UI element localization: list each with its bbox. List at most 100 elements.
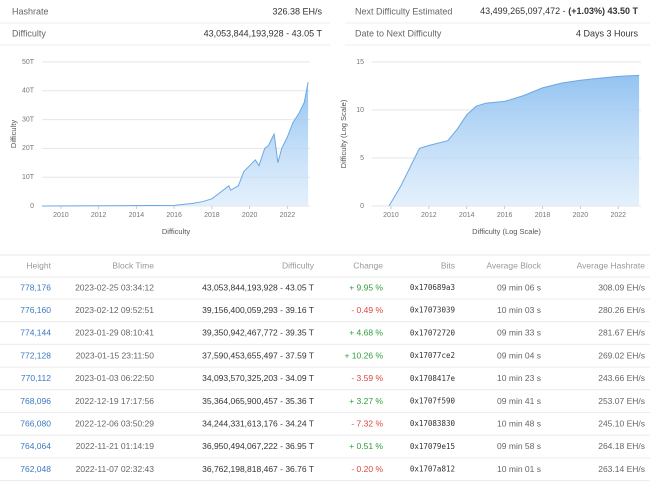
average-hashrate: 253.07 EH/s	[598, 396, 645, 406]
y-tick-label: 5	[360, 155, 364, 162]
y-tick-label: 50T	[22, 59, 35, 66]
change: - 0.20 %	[351, 464, 383, 474]
bits: 0x17073039	[410, 306, 455, 315]
stat-value: 4 Days 3 Hours	[576, 28, 639, 38]
change: + 4.68 %	[349, 328, 383, 338]
average-block: 09 min 04 s	[497, 350, 541, 360]
bits: 0x17072720	[410, 328, 456, 337]
stat-value: 43,499,265,097,472 - (+1.03%) 43.50 T	[480, 6, 638, 16]
change: + 9.95 %	[349, 282, 383, 292]
average-hashrate: 264.18 EH/s	[598, 441, 645, 451]
line	[41, 82, 309, 207]
average-hashrate: 308.09 EH/s	[598, 282, 645, 292]
average-block: 09 min 33 s	[497, 328, 541, 338]
difficulty: 34,093,570,325,203 - 34.09 T	[202, 373, 314, 383]
bits: 0x170689a3	[410, 283, 455, 292]
height-link[interactable]: 764,064	[20, 441, 51, 451]
height-link[interactable]: 776,160	[20, 305, 51, 315]
bits: 0x17077ce2	[410, 351, 455, 360]
height-link[interactable]: 774,144	[20, 328, 51, 338]
y-tick-label: 0	[30, 203, 34, 210]
block-time: 2022-12-19 17:17:56	[75, 396, 154, 406]
average-block: 09 min 41 s	[497, 396, 541, 406]
column-header: Change	[353, 260, 383, 270]
x-tick-label: 2010	[383, 212, 399, 219]
average-block: 09 min 58 s	[497, 441, 541, 451]
difficulty: 36,762,198,818,467 - 36.76 T	[202, 464, 314, 474]
change: + 0.51 %	[349, 441, 383, 451]
difficulty: 36,950,494,067,222 - 36.95 T	[202, 441, 314, 451]
x-tick-label: 2014	[129, 212, 145, 219]
line	[388, 74, 640, 207]
y-axis-title: Difficulty	[9, 120, 18, 148]
average-hashrate: 263.14 EH/s	[598, 464, 645, 474]
difficulty: 34,244,331,613,176 - 34.24 T	[202, 418, 314, 428]
block-time: 2022-12-06 03:50:29	[75, 418, 154, 428]
y-tick-label: 15	[356, 59, 364, 66]
average-block: 10 min 03 s	[497, 305, 541, 315]
x-tick-label: 2016	[497, 212, 513, 219]
average-block: 10 min 23 s	[497, 373, 541, 383]
height-link[interactable]: 778,176	[20, 282, 51, 292]
difficulty: 35,364,065,900,457 - 35.36 T	[202, 396, 314, 406]
x-tick-label: 2014	[459, 212, 475, 219]
y-tick-label: 30T	[22, 116, 35, 123]
x-tick-label: 2018	[535, 212, 551, 219]
height-link[interactable]: 770,112	[21, 373, 51, 383]
change: + 10.26 %	[344, 350, 383, 360]
column-header: Average Hashrate	[577, 260, 646, 270]
column-header: Height	[26, 260, 51, 270]
bits: 0x17079e15	[410, 442, 455, 451]
stat-label: Hashrate	[12, 6, 49, 16]
block-time: 2022-11-21 01:14:19	[76, 441, 155, 451]
change: - 0.49 %	[351, 305, 383, 315]
x-tick-label: 2018	[204, 212, 220, 219]
column-header: Average Block	[486, 260, 541, 270]
block-time: 2023-01-03 06:22:50	[75, 373, 154, 383]
stat-value-change: (+1.03%) 43.50 T	[568, 6, 638, 16]
average-hashrate: 269.02 EH/s	[598, 350, 645, 360]
x-tick-label: 2022	[610, 212, 626, 219]
column-header: Block Time	[112, 260, 154, 270]
x-tick-label: 2012	[421, 212, 437, 219]
difficulty: 43,053,844,193,928 - 43.05 T	[202, 282, 314, 292]
y-tick-label: 10T	[22, 174, 35, 181]
average-hashrate: 245.10 EH/s	[598, 418, 645, 428]
column-header: Difficulty	[282, 260, 315, 270]
stat-label: Difficulty	[12, 28, 46, 38]
bits: 0x1707a812	[410, 465, 455, 474]
area	[389, 75, 640, 207]
height-link[interactable]: 768,096	[20, 396, 51, 406]
x-axis-title: Difficulty	[162, 227, 190, 236]
change: + 3.27 %	[349, 396, 383, 406]
average-hashrate: 243.66 EH/s	[598, 373, 645, 383]
difficulty: 37,590,453,655,497 - 37.59 T	[202, 350, 314, 360]
average-hashrate: 281.67 EH/s	[598, 328, 645, 338]
difficulty: 39,350,942,467,772 - 39.35 T	[202, 328, 314, 338]
stat-label: Next Difficulty Estimated	[355, 6, 452, 16]
change: - 7.32 %	[351, 418, 383, 428]
height-link[interactable]: 766,080	[20, 418, 51, 428]
bits: 0x1708417e	[410, 374, 456, 383]
x-tick-label: 2022	[280, 212, 296, 219]
block-time: 2022-11-07 02:32:43	[76, 464, 155, 474]
x-tick-label: 2016	[166, 212, 182, 219]
y-tick-label: 0	[360, 203, 364, 210]
y-tick-label: 40T	[22, 88, 35, 95]
bits: 0x1707f590	[410, 397, 456, 406]
height-link[interactable]: 772,128	[20, 350, 51, 360]
x-axis-title: Difficulty (Log Scale)	[472, 227, 541, 236]
average-block: 10 min 48 s	[497, 418, 541, 428]
average-block: 10 min 01 s	[497, 464, 541, 474]
average-block: 09 min 06 s	[497, 282, 541, 292]
x-tick-label: 2020	[573, 212, 589, 219]
difficulty: 39,156,400,059,293 - 39.16 T	[202, 305, 314, 315]
y-tick-label: 20T	[22, 145, 35, 152]
height-link[interactable]: 762,048	[20, 464, 51, 474]
stat-value: 326.38 EH/s	[272, 6, 322, 16]
area	[42, 82, 309, 206]
block-time: 2023-01-29 08:10:41	[75, 328, 154, 338]
bits: 0x17083830	[410, 419, 456, 428]
x-tick-label: 2010	[53, 212, 69, 219]
